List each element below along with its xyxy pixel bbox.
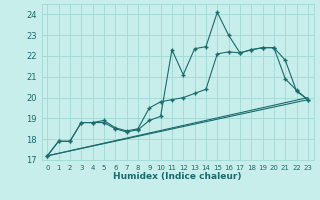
- X-axis label: Humidex (Indice chaleur): Humidex (Indice chaleur): [113, 172, 242, 181]
